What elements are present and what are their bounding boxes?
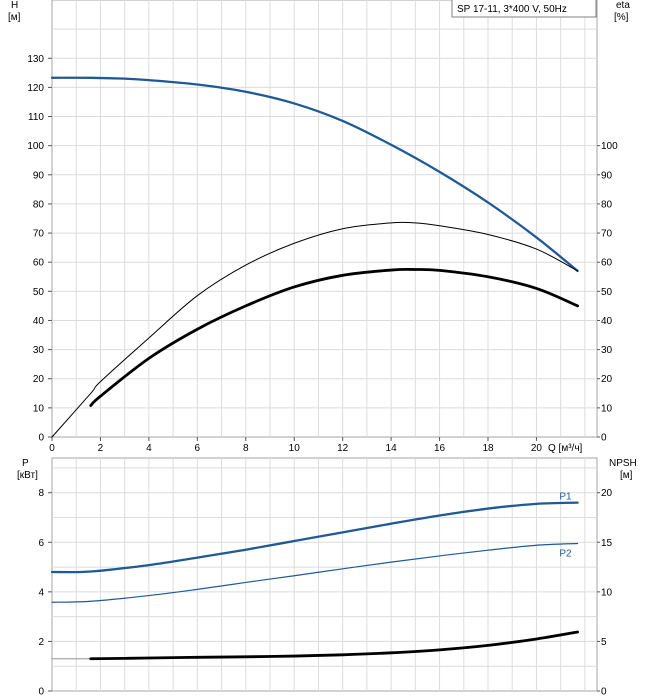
y-tick-label: 8 [38, 488, 44, 499]
head-efficiency-curves [50, 76, 580, 438]
y2-tick-label: 80 [601, 199, 613, 210]
y2-tick-label: 60 [601, 258, 613, 269]
total-efficiency-curve [51, 221, 579, 438]
y-tick-label: 50 [33, 287, 45, 298]
pump-efficiency-curve [89, 267, 580, 407]
npsh-axis-label: NPSH [609, 458, 637, 469]
x-tick-label: 10 [289, 443, 301, 454]
y-tick-label: 120 [27, 83, 44, 94]
p1-series-label: P1 [559, 492, 572, 503]
y2-tick-label: 90 [601, 170, 613, 181]
y-tick-label: 20 [33, 374, 45, 385]
eta-axis-unit: [%] [614, 12, 629, 23]
flow-axis-label: Q [м³/ч] [548, 443, 583, 454]
y-tick-label: 4 [38, 587, 44, 598]
y2-tick-label: 0 [601, 687, 607, 698]
x-tick-label: 14 [386, 443, 398, 454]
power-npsh-curves [50, 501, 580, 661]
y2-tick-label: 40 [601, 316, 613, 327]
npsh-curve [89, 630, 580, 661]
y-tick-label: 0 [38, 687, 44, 698]
y2-tick-label: 10 [601, 587, 613, 598]
power-axis-unit: [кВт] [17, 470, 38, 481]
y-tick-label: 60 [33, 258, 45, 269]
head-curve [50, 76, 579, 273]
y2-tick-label: 5 [601, 637, 607, 648]
y2-tick-label: 30 [601, 345, 613, 356]
y2-tick-label: 10 [601, 403, 613, 414]
head-tick-labels: 0102030405060708090100110120130010203040… [27, 54, 618, 454]
pump-model-legend-box [451, 0, 597, 18]
y-tick-label: 2 [38, 637, 44, 648]
p1-power-curve [50, 501, 579, 574]
y2-tick-label: 20 [601, 488, 613, 499]
y2-tick-label: 20 [601, 374, 613, 385]
power-plot-area [51, 457, 598, 692]
y2-tick-label: 100 [601, 141, 618, 152]
pump-model-legend: SP 17-11, 3*400 V, 50Hz [457, 4, 567, 15]
y-tick-label: 6 [38, 538, 44, 549]
head-axis-label: H [11, 0, 18, 11]
y-tick-label: 0 [38, 433, 44, 444]
x-tick-label: 12 [337, 443, 349, 454]
p2-power-curve [51, 542, 579, 603]
y-tick-label: 10 [33, 403, 45, 414]
x-tick-label: 6 [195, 443, 201, 454]
x-tick-label: 16 [434, 443, 446, 454]
power-tick-labels: 0 2 4 6 8 0 5 10 15 20 [38, 488, 612, 697]
y2-tick-label: 50 [601, 287, 613, 298]
y-tick-label: 80 [33, 199, 45, 210]
x-tick-label: 4 [146, 443, 152, 454]
y-tick-label: 30 [33, 345, 45, 356]
x-tick-label: 18 [482, 443, 494, 454]
y2-tick-label: 15 [601, 538, 613, 549]
y-tick-label: 90 [33, 170, 45, 181]
power-axis-label: P [22, 458, 29, 469]
y-tick-label: 100 [27, 141, 44, 152]
p2-series-label: P2 [559, 549, 572, 560]
y2-tick-label: 0 [601, 433, 607, 444]
power-gridlines [52, 458, 597, 691]
y-tick-label: 70 [33, 229, 45, 240]
head-gridlines [52, 0, 597, 437]
head-efficiency-chart: 0102030405060708090100110120130010203040… [8, 0, 630, 454]
y-tick-label: 130 [27, 54, 44, 65]
y-tick-label: 110 [28, 112, 44, 123]
power-npsh-chart: 0 2 4 6 8 0 5 10 15 20 P [кВт] NPSH [м] P1 P2 [17, 457, 637, 698]
head-axis-unit: [м] [8, 12, 21, 23]
y2-tick-label: 70 [601, 229, 613, 240]
npsh-axis-unit: [м] [620, 470, 633, 481]
x-tick-label: 8 [243, 443, 249, 454]
x-tick-label: 2 [98, 443, 104, 454]
head-plot-area [51, 0, 598, 438]
eta-axis-label: eta [616, 0, 630, 11]
y-tick-label: 40 [33, 316, 45, 327]
x-tick-label: 20 [531, 443, 543, 454]
x-tick-label: 0 [49, 443, 55, 454]
